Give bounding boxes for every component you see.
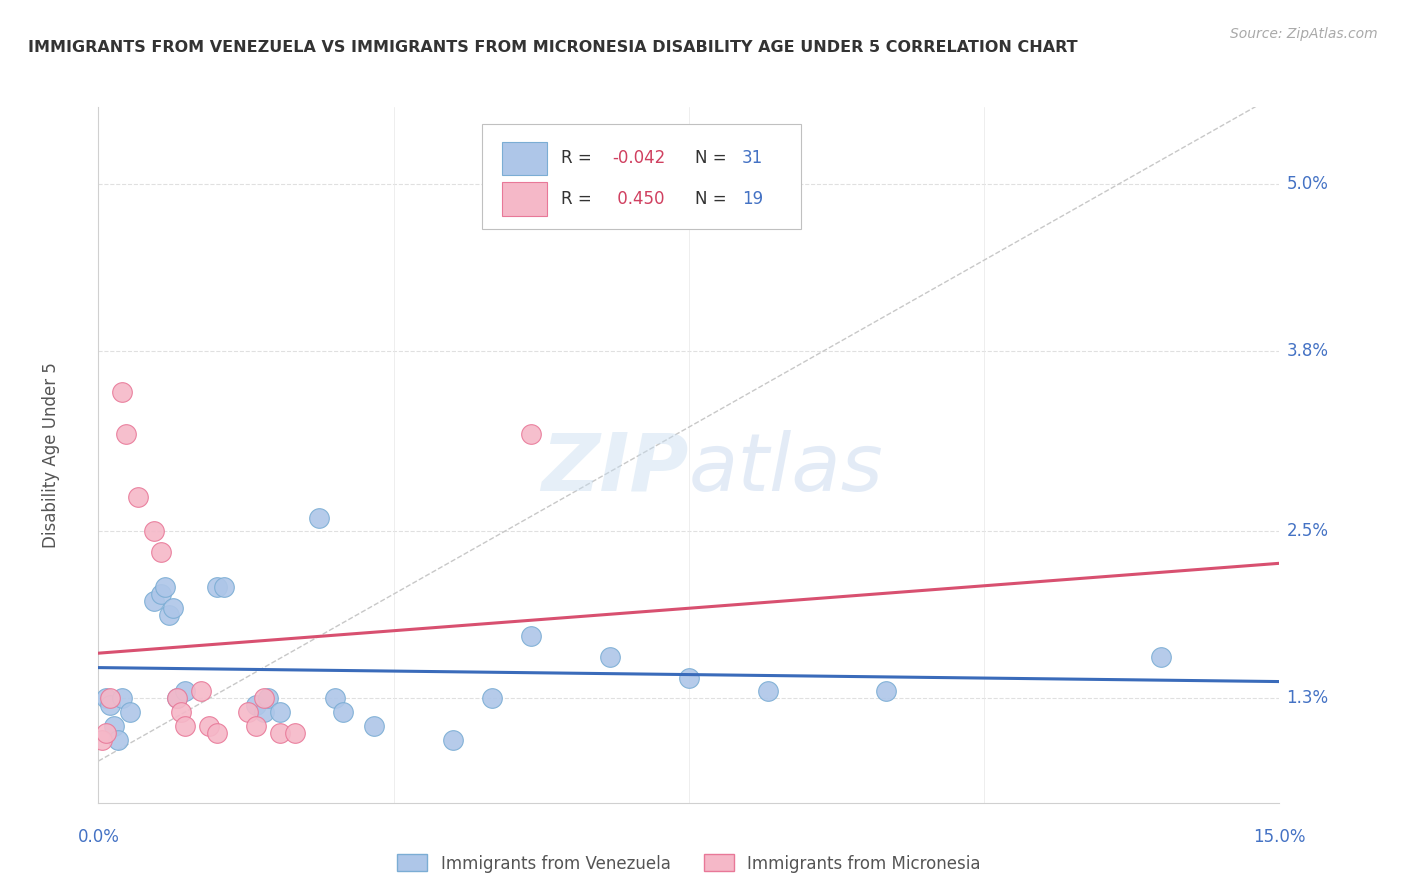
Point [256, 691, 278, 706]
Point [157, 607, 180, 622]
Point [142, 524, 165, 539]
Point [1150, 649, 1173, 664]
Point [363, 719, 385, 733]
Text: 19: 19 [742, 190, 763, 208]
Point [197, 719, 219, 733]
Legend: Immigrants from Venezuela, Immigrants from Micronesia: Immigrants from Venezuela, Immigrants fr… [391, 847, 987, 880]
Point [245, 698, 267, 713]
Text: 0.450: 0.450 [612, 190, 665, 208]
Point [98, 698, 121, 713]
Text: 15.0%: 15.0% [1253, 828, 1306, 846]
Point [214, 580, 236, 594]
Point [155, 580, 177, 594]
Point [166, 691, 188, 706]
Text: 5.0%: 5.0% [1286, 175, 1329, 193]
Point [127, 490, 149, 504]
FancyBboxPatch shape [502, 142, 547, 175]
Point [115, 427, 138, 442]
Point [756, 684, 779, 698]
Point [520, 629, 543, 643]
Point [520, 427, 543, 442]
Text: Disability Age Under 5: Disability Age Under 5 [42, 362, 60, 548]
Text: 0.0%: 0.0% [77, 828, 120, 846]
Point [162, 601, 184, 615]
Point [205, 580, 228, 594]
Point [253, 691, 276, 706]
Text: Source: ZipAtlas.com: Source: ZipAtlas.com [1230, 27, 1378, 41]
Text: N =: N = [695, 149, 727, 167]
Point [96, 691, 118, 706]
Point [236, 706, 259, 720]
Point [205, 726, 228, 740]
Point [107, 733, 129, 747]
FancyBboxPatch shape [502, 182, 547, 216]
Point [142, 594, 165, 608]
Point [308, 510, 330, 524]
Point [98, 691, 121, 706]
Point [269, 706, 291, 720]
Point [174, 684, 197, 698]
Text: IMMIGRANTS FROM VENEZUELA VS IMMIGRANTS FROM MICRONESIA DISABILITY AGE UNDER 5 C: IMMIGRANTS FROM VENEZUELA VS IMMIGRANTS … [28, 40, 1078, 55]
Point [91, 733, 114, 747]
Point [253, 706, 276, 720]
FancyBboxPatch shape [482, 124, 801, 229]
Point [150, 587, 173, 601]
Point [678, 671, 700, 685]
Text: 31: 31 [742, 149, 763, 167]
Point [599, 649, 621, 664]
Text: 1.3%: 1.3% [1286, 690, 1329, 707]
Point [441, 733, 464, 747]
Point [103, 719, 125, 733]
Text: -0.042: -0.042 [612, 149, 665, 167]
Text: 2.5%: 2.5% [1286, 523, 1329, 541]
Point [111, 691, 134, 706]
Text: R =: R = [561, 149, 592, 167]
Point [332, 706, 354, 720]
Point [118, 706, 141, 720]
Point [166, 691, 188, 706]
Point [190, 684, 212, 698]
Point [481, 691, 503, 706]
Point [174, 719, 197, 733]
Point [150, 545, 173, 559]
Point [245, 719, 267, 733]
Point [875, 684, 897, 698]
Point [323, 691, 346, 706]
Point [111, 385, 134, 400]
Point [284, 726, 307, 740]
Point [269, 726, 291, 740]
Text: 3.8%: 3.8% [1286, 342, 1329, 359]
Text: atlas: atlas [689, 430, 884, 508]
Text: N =: N = [695, 190, 727, 208]
Point [96, 726, 118, 740]
Text: R =: R = [561, 190, 592, 208]
Text: ZIP: ZIP [541, 430, 689, 508]
Point [170, 706, 193, 720]
